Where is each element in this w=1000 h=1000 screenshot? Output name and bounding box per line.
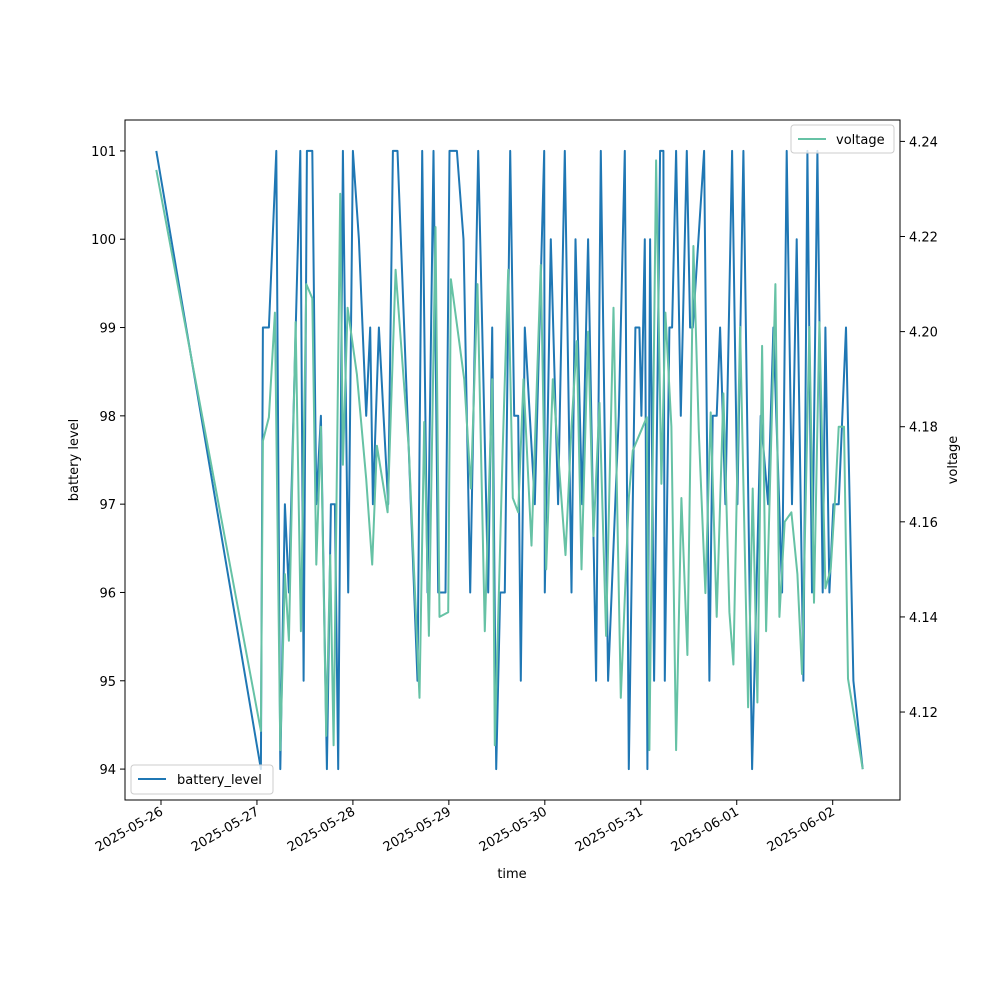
y2-tick-label: 4.20 <box>909 326 938 341</box>
y2-tick-label: 4.12 <box>909 706 938 721</box>
y-tick-label: 97 <box>99 498 116 513</box>
y2-tick-label: 4.14 <box>909 611 938 626</box>
y-tick-label: 94 <box>99 763 116 778</box>
y-axis-ticks: 94 95 96 97 98 99 100 101 <box>91 145 125 778</box>
y-tick-label: 96 <box>99 586 116 601</box>
axes-frame <box>124 119 901 801</box>
legend-voltage-label: voltage <box>836 133 885 148</box>
plot-area <box>124 119 901 801</box>
legend-battery-box <box>130 764 274 795</box>
y2-axis-ticks: 4.12 4.14 4.16 4.18 4.20 4.22 4.24 <box>900 135 938 721</box>
y2-tick-label: 4.16 <box>909 516 938 531</box>
y2-tick-label: 4.24 <box>909 135 938 150</box>
legend-voltage-box <box>790 124 895 154</box>
legend-battery: battery_level <box>130 764 274 795</box>
y2-axis-label: voltage <box>946 436 961 485</box>
y-tick-label: 101 <box>91 145 116 160</box>
y-tick-label: 99 <box>99 322 116 337</box>
x-axis-label: time <box>497 867 526 882</box>
y2-tick-label: 4.22 <box>909 231 938 246</box>
legend-battery-label: battery_level <box>177 773 262 788</box>
y-tick-label: 100 <box>91 233 116 248</box>
legend-voltage: voltage <box>790 124 895 154</box>
y2-tick-label: 4.18 <box>909 421 938 436</box>
y-tick-label: 98 <box>99 410 116 425</box>
series-line-voltage <box>155 159 864 770</box>
y-tick-label: 95 <box>99 675 116 690</box>
series-lines <box>155 149 864 771</box>
y-axis-label: battery level <box>67 419 82 502</box>
